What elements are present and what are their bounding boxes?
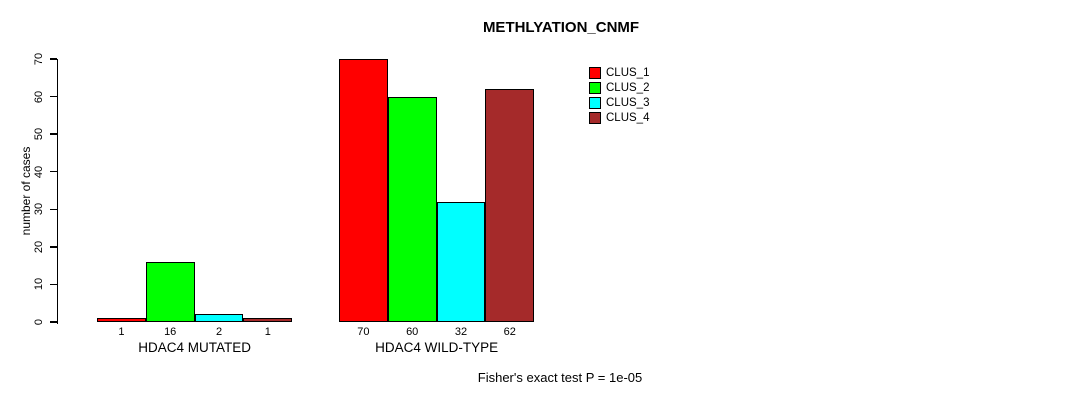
- legend-item-clus-2: CLUS_2: [589, 80, 649, 95]
- bar-value-label: 16: [164, 326, 177, 338]
- legend-item-clus-3: CLUS_3: [589, 95, 649, 110]
- y-tick: [49, 133, 57, 135]
- legend-label: CLUS_2: [606, 81, 650, 94]
- y-tick: [49, 246, 57, 248]
- bar-clus-4-hdac4-mutated: [243, 318, 293, 322]
- stat-annotation: Fisher's exact test P = 1e-05: [477, 370, 643, 385]
- bar-value-label: 60: [406, 326, 419, 338]
- y-tick-label: 60: [33, 90, 45, 103]
- y-tick: [49, 95, 57, 98]
- bar-clus-3-hdac4-wild-type: [436, 201, 486, 322]
- bar-clus-1-hdac4-mutated: [97, 318, 146, 322]
- bar-clus-2-hdac4-wild-type: [387, 96, 437, 322]
- chart-title: METHLYATION_CNMF: [482, 19, 640, 36]
- legend-label: CLUS_1: [606, 66, 650, 79]
- y-axis-line: [56, 59, 58, 324]
- legend-item-clus-1: CLUS_1: [589, 65, 649, 80]
- legend-label: CLUS_3: [606, 96, 650, 109]
- bar-value-label: 32: [454, 326, 468, 338]
- y-tick-label: 70: [33, 52, 45, 66]
- bar-value-label: 70: [357, 326, 370, 338]
- legend-swatch-clus-4: [589, 111, 601, 124]
- bar-value-label: 62: [503, 326, 516, 338]
- legend-label: CLUS_4: [606, 111, 650, 124]
- bar-clus-2-hdac4-mutated: [145, 261, 195, 322]
- y-tick-label: 40: [33, 165, 45, 178]
- legend-item-clus-4: CLUS_4: [589, 110, 649, 125]
- legend-swatch-clus-1: [589, 66, 601, 79]
- legend-swatch-clus-3: [589, 96, 601, 109]
- legend: CLUS_1 CLUS_2 CLUS_3 CLUS_4: [589, 65, 649, 125]
- y-tick-label: 0: [33, 318, 45, 326]
- y-tick: [49, 283, 57, 286]
- legend-swatch-clus-2: [589, 81, 601, 94]
- y-tick: [49, 321, 57, 323]
- y-tick: [49, 170, 57, 173]
- bar-clus-1-hdac4-wild-type: [339, 59, 388, 322]
- y-tick: [49, 208, 57, 211]
- bar-value-label: 1: [118, 326, 125, 338]
- y-tick-label: 50: [33, 128, 45, 141]
- bar-value-label: 1: [264, 326, 271, 338]
- y-tick-label: 30: [33, 203, 45, 216]
- group-label-hdac4-wild-type: HDAC4 WILD-TYPE: [375, 340, 499, 355]
- y-tick: [49, 58, 57, 60]
- bar-clus-4-hdac4-wild-type: [485, 89, 535, 322]
- y-tick-label: 20: [33, 240, 45, 253]
- bar-value-label: 2: [215, 326, 223, 338]
- bar-clus-3-hdac4-mutated: [194, 314, 244, 322]
- group-label-hdac4-mutated: HDAC4 MUTATED: [138, 340, 251, 355]
- y-axis-label: number of cases: [19, 146, 33, 236]
- y-tick-label: 10: [33, 278, 45, 291]
